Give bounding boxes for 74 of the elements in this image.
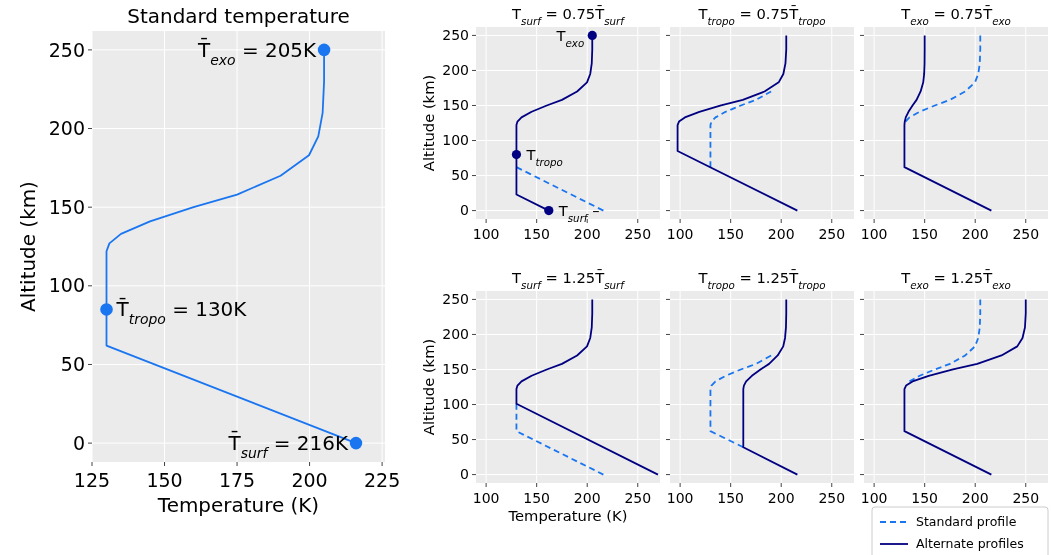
legend-label: Alternate profiles	[916, 536, 1024, 552]
annotation: T$_{surf}$–	[557, 201, 600, 224]
x-tick-label: 200	[961, 490, 989, 506]
chart-title: T$_{exo}$ = 1.25T̄$_{exo}$	[900, 269, 1011, 291]
chart-title: T$_{tropo}$ = 1.25T̄$_{tropo}$	[697, 269, 826, 291]
x-tick-label: 150	[717, 226, 745, 242]
y-tick-label: 50	[451, 431, 469, 448]
y-tick-label: 0	[460, 202, 469, 219]
x-tick-label: 250	[818, 226, 846, 242]
x-tick-label: 200	[573, 490, 601, 506]
x-tick-label: 200	[767, 490, 795, 506]
y-tick-label: 150	[442, 361, 469, 378]
point	[544, 205, 554, 216]
x-tick-label: 100	[666, 226, 694, 242]
x-tick-label: 150	[717, 490, 745, 506]
y-axis-title: Altitude (km)	[420, 74, 437, 172]
x-axis-title: Temperature (K)	[507, 507, 628, 525]
x-tick-label: 100	[666, 490, 694, 506]
chart-title: T$_{surf}$ = 1.25T̄$_{surf}$	[511, 269, 626, 291]
y-tick-label: 0	[460, 466, 469, 483]
y-tick-label: 150	[48, 195, 85, 218]
x-tick-label: 100	[860, 226, 888, 242]
y-tick-label: 200	[48, 117, 85, 140]
y-tick-label: 100	[442, 132, 469, 149]
chart-title: T$_{surf}$ = 0.75T̄$_{surf}$	[511, 5, 626, 27]
x-tick-label: 225	[363, 469, 401, 491]
x-tick-label: 200	[291, 469, 328, 491]
annotation: T̄$_{surf}$ = 216K	[227, 430, 349, 462]
annotation: T̄$_{tropo}$ = 130K	[115, 296, 248, 328]
y-tick-label: 250	[48, 38, 85, 61]
x-tick-label: 200	[573, 226, 601, 242]
x-tick-label: 200	[767, 226, 795, 242]
point	[587, 30, 597, 41]
x-tick-label: 200	[961, 226, 989, 242]
y-tick-label: 50	[451, 167, 469, 184]
x-tick-label: 250	[624, 226, 652, 242]
y-tick-label: 100	[48, 274, 85, 297]
y-tick-label: 250	[442, 27, 469, 44]
point	[511, 149, 522, 160]
x-tick-label: 150	[146, 469, 183, 491]
x-tick-label: 250	[818, 490, 846, 506]
annotation: T$_{exo}$	[555, 26, 585, 49]
y-axis-title: Altitude (km)	[420, 338, 437, 436]
y-tick-label: 200	[442, 62, 469, 79]
x-tick-label: 150	[523, 490, 551, 506]
line-series	[515, 298, 659, 476]
y-axis-title: Altitude (km)	[16, 181, 40, 312]
annotation: T̄$_{exo}$ = 205K	[196, 37, 317, 68]
x-tick-label: 250	[624, 490, 652, 506]
y-tick-label: 250	[442, 291, 469, 308]
x-tick-label: 100	[472, 226, 500, 242]
chart-title: T$_{exo}$ = 0.75T̄$_{exo}$	[900, 5, 1011, 27]
x-tick-label: 150	[911, 490, 939, 506]
point	[100, 303, 113, 316]
x-tick-label: 150	[911, 226, 939, 242]
chart-title: Standard temperature	[127, 4, 350, 28]
legend-label: Standard profile	[916, 514, 1017, 530]
x-tick-label: 250	[1012, 226, 1040, 242]
y-tick-label: 150	[442, 97, 469, 114]
annotation: T$_{tropo}$	[525, 145, 563, 168]
x-tick-label: 100	[860, 490, 888, 506]
y-tick-label: 50	[60, 353, 85, 376]
y-tick-label: 0	[72, 431, 85, 454]
x-tick-label: 100	[472, 490, 500, 506]
point	[349, 436, 363, 450]
chart-title: T$_{tropo}$ = 0.75T̄$_{tropo}$	[697, 5, 826, 27]
y-tick-label: 100	[442, 396, 469, 413]
y-tick-label: 200	[442, 326, 469, 343]
x-tick-label: 250	[1012, 490, 1040, 506]
x-tick-label: 175	[218, 469, 256, 491]
x-tick-label: 150	[523, 226, 551, 242]
x-tick-label: 125	[73, 469, 111, 491]
x-axis-title: Temperature (K)	[156, 492, 320, 517]
point	[317, 43, 331, 57]
